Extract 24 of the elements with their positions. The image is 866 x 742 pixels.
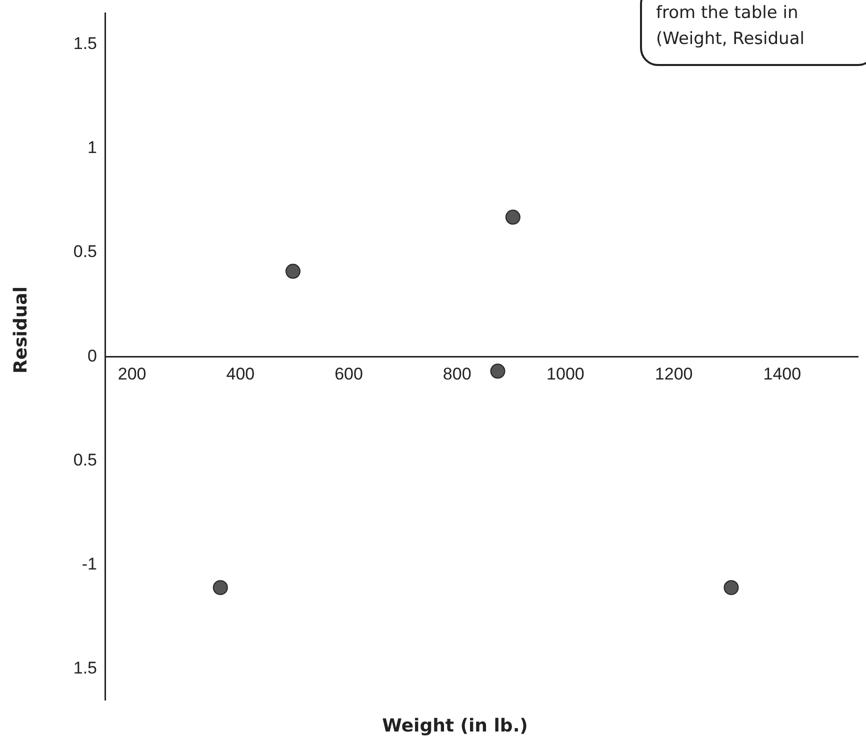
x-tick-label: 800 bbox=[442, 364, 472, 384]
point bbox=[505, 210, 520, 225]
annotation: (Weight, Residual bbox=[656, 28, 806, 51]
annotation: from the table in bbox=[656, 2, 800, 25]
x-tick-label: 1400 bbox=[763, 364, 802, 384]
x-tick-label: 1000 bbox=[546, 364, 584, 384]
point bbox=[212, 580, 228, 596]
callout-box: from the table in (Weight, Residual bbox=[640, 0, 866, 66]
y-tick-label: 0 bbox=[88, 346, 97, 366]
x-tick-label: 1200 bbox=[654, 364, 693, 384]
point bbox=[724, 580, 739, 596]
x-axis-title: Weight (in lb.) bbox=[382, 716, 528, 737]
y-tick-label: 0.5 bbox=[73, 450, 97, 470]
x-tick-label: 400 bbox=[226, 364, 255, 384]
y-tick-label: 0.5 bbox=[73, 242, 97, 262]
x-tick-label: 200 bbox=[118, 364, 146, 384]
x-tick-label: 600 bbox=[334, 364, 363, 384]
y-tick-label: 1 bbox=[88, 138, 97, 158]
point bbox=[490, 364, 506, 379]
y-tick-label: 1.5 bbox=[73, 34, 97, 54]
y-axis-title: Residual bbox=[10, 286, 32, 374]
y-tick-label: -1 bbox=[82, 554, 97, 574]
y-tick-label: 1.5 bbox=[73, 658, 97, 678]
point bbox=[285, 264, 300, 279]
